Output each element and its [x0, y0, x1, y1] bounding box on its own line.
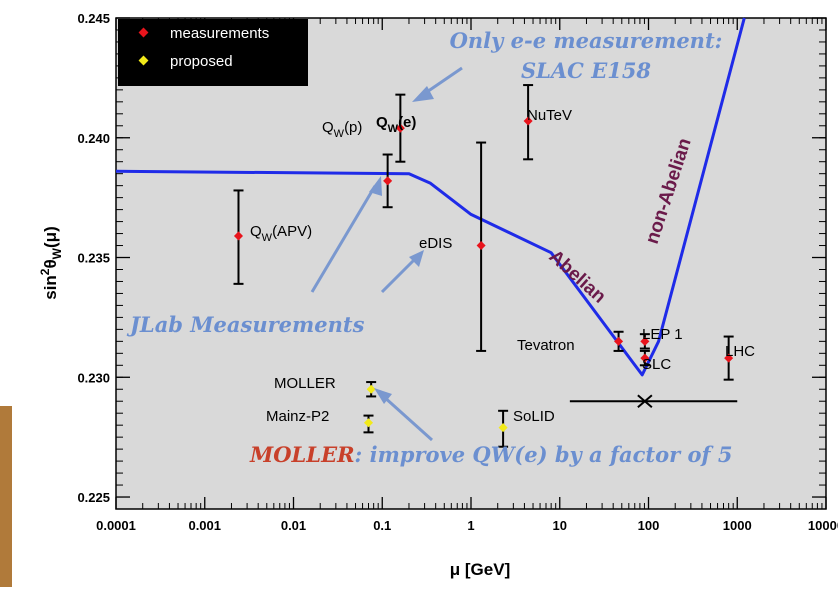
axis-ticks: [115, 17, 827, 510]
svg-text:sin2θW(μ): sin2θW(μ): [38, 226, 64, 300]
legend-label-measurements: measurements: [170, 25, 269, 42]
label-lep1: LEP 1: [642, 326, 683, 343]
x-tick-label: 0.0001: [96, 518, 136, 533]
x-tick-label: 0.001: [188, 518, 221, 533]
arrow-jlab-1-head: [369, 176, 382, 196]
label-slc: SLC: [642, 356, 671, 373]
x-tick-label: 1: [467, 518, 474, 533]
label-solid: SoLID: [513, 408, 555, 425]
annotation-e158-line1: Only e-e measurement:: [450, 28, 723, 53]
annotation-e158-line2: SLAC E158: [521, 58, 651, 83]
data-point-edis: [476, 241, 486, 251]
x-tick-label: 0.01: [281, 518, 306, 533]
point-labels: QW(APV) QW(p) QW(e) eDIS NuTeV Tevatron …: [250, 107, 755, 425]
x-tick-label: 10: [553, 518, 567, 533]
legend-marker-measurements: [138, 27, 149, 38]
label-tevatron: Tevatron: [517, 337, 575, 354]
legend: measurements proposed: [118, 19, 308, 86]
label-qw-p: QW(p): [322, 119, 362, 140]
y-tick-label: 0.225: [77, 490, 110, 505]
x-tick-label: 1000: [723, 518, 752, 533]
label-lhc: LHC: [725, 343, 755, 360]
z-marker-cross-b: [637, 394, 653, 408]
data-point-qw-apv-: [233, 231, 244, 241]
side-decoration-bar: [0, 406, 12, 588]
data-point-qw-e-: [395, 123, 405, 133]
theory-curve: [115, 17, 746, 377]
arrow-e158-head: [412, 86, 434, 102]
arrow-jlab-2-head: [409, 250, 424, 267]
label-moller: MOLLER: [274, 375, 336, 392]
annotation-moller: MOLLER: improve QW(e) by a factor of 5: [249, 442, 732, 467]
label-nutev: NuTeV: [527, 107, 572, 124]
arrow-moller: [381, 394, 434, 442]
label-qw-e: QW(e): [376, 114, 416, 135]
x-tick-label: 100: [638, 518, 660, 533]
y-tick-label: 0.230: [77, 370, 110, 385]
annotation-arrows: [310, 66, 463, 442]
y-tick-label: 0.240: [77, 131, 110, 146]
y-tick-label: 0.245: [77, 11, 110, 26]
arrow-jlab-2: [380, 256, 418, 294]
y-tick-label: 0.235: [77, 251, 110, 266]
x-axis-label: μ [GeV]: [450, 560, 510, 579]
y-axis-label: sin2θW(μ): [38, 226, 64, 300]
legend-label-proposed: proposed: [170, 53, 233, 70]
arrow-jlab-1: [310, 185, 377, 293]
label-mainz-p2: Mainz-P2: [266, 408, 329, 425]
arrow-moller-head: [374, 388, 392, 404]
legend-box: [118, 19, 308, 86]
x-tick-label: 0.1: [373, 518, 391, 533]
z-pole-marker: [569, 394, 738, 408]
annotation-jlab: JLab Measurements: [126, 312, 365, 337]
plot-area: [115, 17, 827, 510]
label-edis: eDIS: [419, 235, 452, 252]
legend-marker-proposed: [138, 55, 149, 66]
